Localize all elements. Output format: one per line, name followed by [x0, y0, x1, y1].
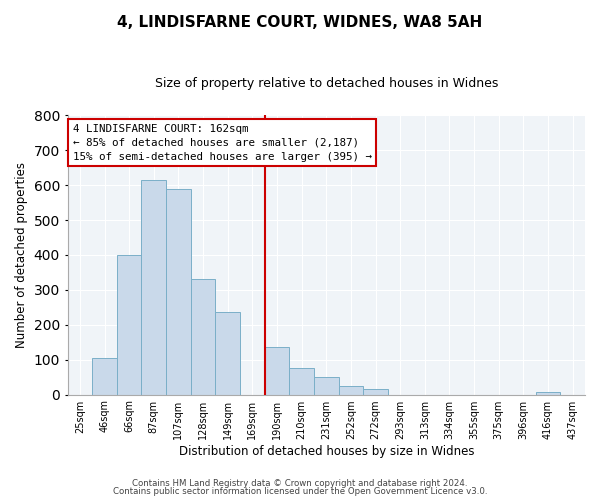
- Y-axis label: Number of detached properties: Number of detached properties: [15, 162, 28, 348]
- Bar: [191, 280, 215, 394]
- Bar: [117, 255, 142, 394]
- Bar: [166, 188, 191, 394]
- Bar: [338, 386, 363, 394]
- Bar: [92, 358, 117, 395]
- Bar: [536, 392, 560, 394]
- Bar: [289, 368, 314, 394]
- Text: 4 LINDISFARNE COURT: 162sqm
← 85% of detached houses are smaller (2,187)
15% of : 4 LINDISFARNE COURT: 162sqm ← 85% of det…: [73, 124, 372, 162]
- Bar: [314, 377, 338, 394]
- Bar: [215, 312, 240, 394]
- Bar: [265, 348, 289, 395]
- Bar: [142, 180, 166, 394]
- Title: Size of property relative to detached houses in Widnes: Size of property relative to detached ho…: [155, 78, 498, 90]
- X-axis label: Distribution of detached houses by size in Widnes: Distribution of detached houses by size …: [179, 444, 474, 458]
- Text: 4, LINDISFARNE COURT, WIDNES, WA8 5AH: 4, LINDISFARNE COURT, WIDNES, WA8 5AH: [118, 15, 482, 30]
- Text: Contains public sector information licensed under the Open Government Licence v3: Contains public sector information licen…: [113, 487, 487, 496]
- Text: Contains HM Land Registry data © Crown copyright and database right 2024.: Contains HM Land Registry data © Crown c…: [132, 478, 468, 488]
- Bar: [363, 390, 388, 394]
